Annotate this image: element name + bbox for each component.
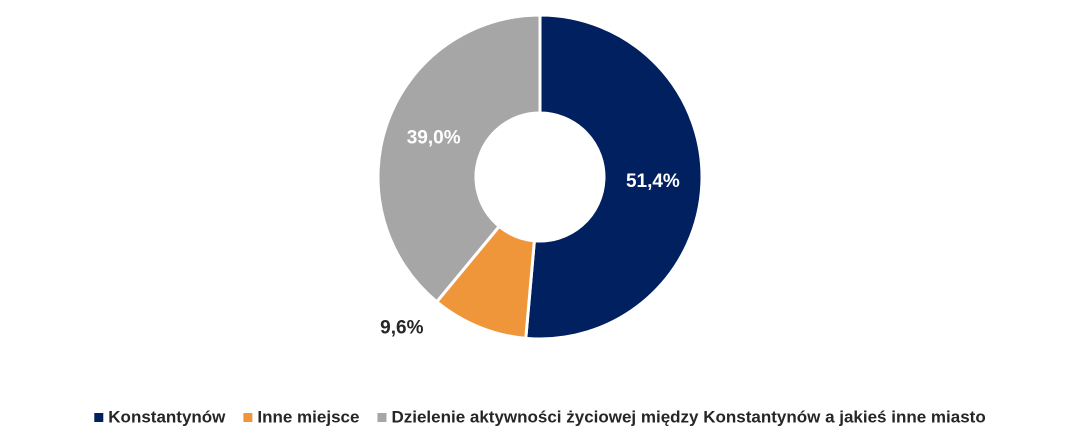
donut-slice <box>376 13 542 304</box>
legend-swatch <box>377 413 387 422</box>
legend-label: Konstantynów <box>108 407 226 426</box>
legend-label: Inne miejsce <box>257 407 359 426</box>
legend-swatch <box>243 413 253 422</box>
data-label: 39,0% <box>407 128 461 149</box>
data-label: 9,6% <box>380 317 423 338</box>
donut-slice <box>524 13 704 341</box>
legend-swatch <box>94 413 104 422</box>
legend-label: Dzielenie aktywności życiowej między Kon… <box>391 407 985 426</box>
data-label: 51,4% <box>626 171 680 192</box>
